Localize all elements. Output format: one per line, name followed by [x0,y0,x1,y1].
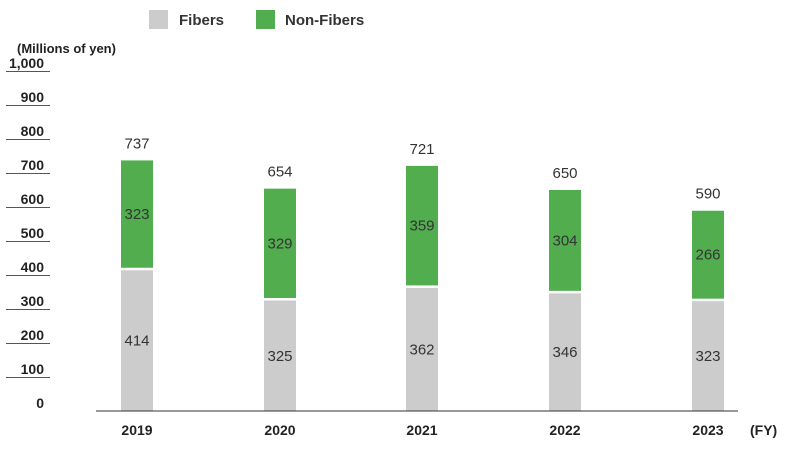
unit-label: (Millions of yen) [17,41,116,56]
x-tick-label: 2019 [121,422,152,438]
bar-segment-fibers [121,270,153,411]
bar-segment-fibers [549,293,581,411]
total-value-label: 590 [695,186,720,203]
y-tick-label: 900 [21,89,45,105]
total-value-label: 737 [124,135,149,152]
bars: 414 323 737 325 329 654 362 359 721 346 304 650 323 2… [121,135,724,411]
segment-value-label: 359 [409,218,434,235]
x-axis-suffix: (FY) [750,422,777,438]
legend-swatch-fibers [149,10,168,29]
x-tick-label: 2020 [264,422,295,438]
y-tick-label: 0 [36,395,44,411]
bar-segment-non-fibers [692,210,724,299]
x-tick-label: 2022 [549,422,580,438]
bar-segment-non-fibers [121,160,153,268]
segment-value-label: 414 [124,333,149,350]
total-value-label: 650 [552,165,577,182]
y-tick-label: 400 [21,259,45,275]
bar-segment-non-fibers [549,190,581,291]
bar-segment-fibers [406,287,438,411]
x-tick-labels: 2019 2020 2021 2022 2023 [121,422,723,438]
y-tick-label: 800 [21,123,45,139]
total-value-label: 721 [409,141,434,158]
segment-value-label: 323 [124,206,149,223]
y-tick-label: 100 [21,361,45,377]
segment-value-label: 362 [409,341,434,358]
segment-value-label: 346 [552,344,577,361]
bar-segment-non-fibers [264,188,296,298]
bar-segment-fibers [692,301,724,411]
y-gridlines [6,71,50,378]
x-tick-label: 2021 [406,422,437,438]
legend-label-fibers: Fibers [179,12,224,29]
legend-swatch-non-fibers [256,10,275,29]
y-tick-label: 500 [21,225,45,241]
y-tick-label: 200 [21,327,45,343]
segment-value-label: 329 [267,235,292,252]
total-value-label: 654 [267,164,292,181]
bar-segment-fibers [264,300,296,411]
legend-label-non-fibers: Non-Fibers [285,12,364,29]
segment-value-label: 304 [552,232,577,249]
segment-value-label: 266 [695,247,720,264]
y-tick-labels: 0 100 200 300 400 500 600 700 800 900 1,000 [9,55,44,411]
segment-value-label: 323 [695,348,720,365]
x-tick-label: 2023 [692,422,723,438]
segment-value-label: 325 [267,348,292,365]
y-tick-label: 1,000 [9,55,44,71]
y-tick-label: 600 [21,191,45,207]
y-tick-label: 300 [21,293,45,309]
legend: Fibers Non-Fibers [149,10,364,29]
bar-segment-non-fibers [406,165,438,286]
y-tick-label: 700 [21,157,45,173]
